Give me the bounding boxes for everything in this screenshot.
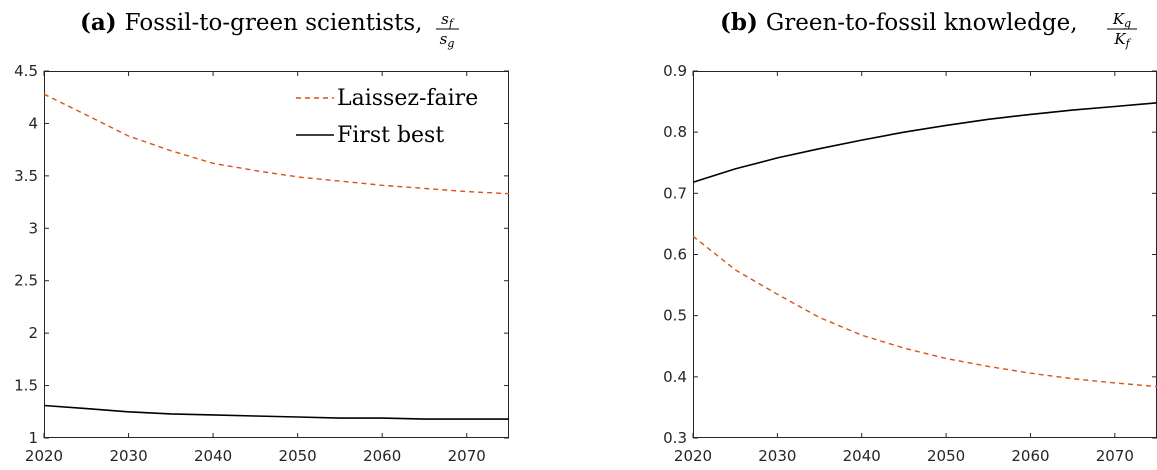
panel-b-ytick-label: 0.8 (663, 123, 687, 141)
panel-b-denominator-sub: f (1125, 37, 1132, 50)
panel-b-ytick-label: 0.3 (663, 429, 687, 447)
panel-b-plot: 0.3 0.4 0.5 0.6 0.7 0.8 0.9 2020 2030 2040 2050 206… (663, 62, 1157, 465)
panel-a-label: (a) (80, 9, 117, 36)
panel-b-ytick-label: 0.6 (663, 246, 687, 264)
panel-a-ytick-label: 1.5 (14, 377, 38, 395)
panel-a-numerator: sf (441, 10, 455, 30)
panel-b-xtick-label: 2060 (1011, 447, 1049, 465)
panel-b-ytick-label: 0.9 (663, 62, 687, 80)
panel-a-xtick-label: 2050 (279, 447, 317, 465)
panel-a-ytick-label: 4 (28, 114, 38, 132)
legend-label-laissez-faire: Laissez-faire (337, 86, 478, 111)
legend-label-first-best: First best (337, 123, 444, 148)
panel-b-title-words: Green-to-fossil knowledge, (766, 10, 1078, 36)
panel-a-denominator: sg (440, 30, 455, 50)
panel-a-ytick-label: 3.5 (14, 167, 38, 185)
panel-b-xtick-label: 2040 (843, 447, 881, 465)
panel-a-title: (a) Fossil-to-green scientists, sf sg (80, 9, 459, 50)
panel-a-ytick-label: 2 (28, 324, 38, 342)
panel-a-numerator-sub: f (448, 17, 455, 30)
panel-a-plot: 1 1.5 2 2.5 3 3.5 4 4.5 2020 2030 2040 2050 2060 2070 (14, 62, 510, 465)
panel-b-title: (b) Green-to-fossil knowledge, Kg Kf (720, 9, 1137, 50)
panel-b-ytick-label: 0.5 (663, 307, 687, 325)
panel-a-fraction: sf sg (436, 10, 459, 50)
panel-a-ytick-label: 3 (28, 219, 38, 237)
panel-b-ytick-label: 0.4 (663, 368, 687, 386)
panel-a-ytick-label: 1 (28, 429, 38, 447)
panel-b-fraction: Kg Kf (1107, 10, 1137, 50)
panel-a-xtick-label: 2070 (448, 447, 486, 465)
panel-a-ytick-label: 2.5 (14, 272, 38, 290)
panel-b-ytick-label: 0.7 (663, 184, 687, 202)
panel-b-xtick-label: 2020 (674, 447, 712, 465)
legend: Laissez-faire First best (296, 86, 478, 148)
panel-b-title-text: (b) Green-to-fossil knowledge, (720, 9, 1078, 36)
panel-b-xtick-label: 2050 (927, 447, 965, 465)
panel-b-numerator: Kg (1112, 10, 1131, 30)
panel-b-numerator-sub: g (1124, 17, 1131, 30)
panel-a-title-words: Fossil-to-green scientists, (125, 10, 423, 36)
panel-b-xtick-label: 2070 (1096, 447, 1134, 465)
panel-a-axes-box (44, 71, 509, 438)
panel-b-label: (b) (720, 9, 758, 36)
panel-b-series-first-best (692, 102, 1157, 184)
panel-b-axes-box (693, 71, 1157, 438)
panel-a-ytick-label: 4.5 (14, 62, 38, 80)
panel-a-xtick-label: 2040 (194, 447, 232, 465)
panel-a-title-text: (a) Fossil-to-green scientists, (80, 9, 422, 36)
panel-b-xtick-label: 2030 (758, 447, 796, 465)
panel-a-xtick-label: 2020 (25, 447, 63, 465)
panel-a-series-first-best (43, 404, 509, 420)
panel-b-denominator: Kf (1113, 30, 1131, 50)
panel-a-xtick-label: 2060 (363, 447, 401, 465)
panel-a-series-laissez-faire (43, 93, 510, 195)
panel-a-xtick-label: 2030 (109, 447, 147, 465)
panel-a-denominator-sub: g (447, 37, 454, 50)
panel-b-series-laissez-faire (692, 235, 1157, 388)
